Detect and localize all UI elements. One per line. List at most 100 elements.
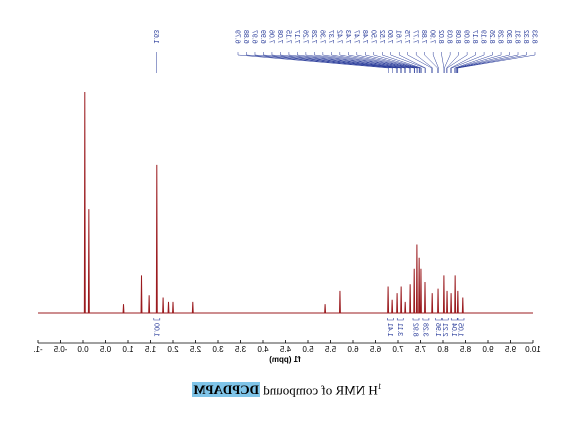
caption-text: H NMR of compound <box>260 382 378 398</box>
peak-connector <box>365 52 420 73</box>
peak-connector <box>407 52 432 73</box>
peak-connector <box>254 52 397 73</box>
caption-highlight: DCPDAPM <box>192 382 260 398</box>
integral-bracket <box>387 318 394 321</box>
peak-label: 7.50 <box>369 30 376 44</box>
peak-label: 7.36 <box>318 30 325 44</box>
integral-label: 1.05 <box>457 323 464 337</box>
integral-label: 1.41 <box>386 323 393 337</box>
peak-connector <box>280 52 402 73</box>
x-tick-label: 8.0 <box>437 345 449 354</box>
peak-label: 8.33 <box>531 30 538 44</box>
peak-connector <box>451 52 485 73</box>
integral-bracket <box>435 318 442 321</box>
integral-label: 1.00 <box>152 323 159 337</box>
peak-connector <box>314 52 411 73</box>
x-tick-label: 3.5 <box>234 345 246 354</box>
x-tick-label: 8.5 <box>459 345 471 354</box>
x-tick-label: 1.0 <box>122 345 134 354</box>
peak-connector <box>288 52 405 73</box>
peak-connector <box>339 52 418 73</box>
peak-label: 8.02 <box>437 30 444 44</box>
peak-label: 7.75 <box>403 30 410 44</box>
x-tick-label: 0.5 <box>99 345 111 354</box>
peak-connector <box>432 52 439 73</box>
peak-label: 7.77 <box>412 30 419 44</box>
x-tick-label: 10.0 <box>525 345 541 354</box>
peak-label: 7.47 <box>352 30 359 44</box>
integral-bracket <box>153 318 161 321</box>
peak-label: 7.61 <box>395 30 402 44</box>
peak-label: 7.88 <box>420 30 427 44</box>
peak-connector <box>455 52 502 73</box>
integral-label: 3.11 <box>396 323 403 336</box>
x-tick-label: 9.0 <box>482 345 494 354</box>
peak-label: 7.43 <box>344 30 351 44</box>
peak-connector <box>446 52 468 73</box>
x-tick-label: -1. <box>33 345 42 354</box>
peak-connector <box>457 52 527 73</box>
integral-bracket <box>457 318 465 321</box>
x-tick-label: 3.0 <box>212 345 224 354</box>
peak-label: 7.60 <box>386 30 393 44</box>
peak-connector <box>398 52 426 73</box>
peak-label: 6.99 <box>259 30 266 44</box>
integral-bracket <box>412 318 420 321</box>
peak-label: 8.19 <box>480 30 487 44</box>
x-tick-label: 4.0 <box>257 345 269 354</box>
x-tick-label: 2.0 <box>167 345 179 354</box>
x-tick-label: 9.5 <box>504 345 516 354</box>
peak-label: 7.17 <box>293 30 300 44</box>
peak-connector <box>373 52 421 73</box>
peak-connector <box>446 52 459 73</box>
peak-label: 8.28 <box>497 30 504 44</box>
x-tick-label: 6.0 <box>347 345 359 354</box>
peak-label: 6.97 <box>250 30 257 44</box>
peak-label: 7.08 <box>276 30 283 44</box>
peak-connector <box>271 52 401 73</box>
peak-label: 6.88 <box>242 30 249 44</box>
peak-connector <box>457 52 536 73</box>
peak-connector <box>331 52 415 73</box>
peak-connector <box>263 52 398 73</box>
peak-connector <box>305 52 410 73</box>
peak-label: 7.15 <box>284 30 291 44</box>
x-tick-label: 4.5 <box>279 345 291 354</box>
peak-connector <box>297 52 406 73</box>
peak-label: 8.31 <box>514 30 521 44</box>
peak-label: 7.26 <box>301 30 308 44</box>
peak-label: 7.28 <box>310 30 317 44</box>
peak-label: 7.42 <box>335 30 342 44</box>
integral-bracket <box>396 318 404 321</box>
peak-connector <box>322 52 415 73</box>
x-tick-label: 5.5 <box>324 345 336 354</box>
peak-label: 8.17 <box>471 30 478 44</box>
integral-label: 2.21 <box>441 323 448 337</box>
x-tick-label: 5.0 <box>302 345 314 354</box>
peak-connector <box>454 52 493 73</box>
x-tick-label: 7.0 <box>392 345 404 354</box>
x-tick-label: 2.5 <box>189 345 201 354</box>
peak-connector <box>356 52 420 73</box>
x-tick-label: -0.5 <box>53 345 67 354</box>
peak-label: 7.06 <box>267 30 274 44</box>
peak-connector <box>415 52 433 73</box>
x-axis-label: f1 (ppm) <box>269 355 301 364</box>
peak-label: 7.48 <box>361 30 368 44</box>
integral-bracket <box>441 318 449 321</box>
peak-label: 8.30 <box>505 30 512 44</box>
peak-connector <box>237 52 389 73</box>
x-tick-label: 7.5 <box>414 345 426 354</box>
peak-label: 7.90 <box>429 30 436 44</box>
x-tick-label: 6.5 <box>369 345 381 354</box>
integral-label: 8.92 <box>412 323 419 337</box>
integral-bracket <box>450 318 458 321</box>
peak-label: 7.37 <box>327 30 334 44</box>
integral-bracket <box>422 318 430 321</box>
peak-connector <box>390 52 426 73</box>
integral-label: 1.96 <box>434 323 441 337</box>
integral-label: 3.28 <box>421 323 428 337</box>
x-tick-label: 0.0 <box>77 345 89 354</box>
